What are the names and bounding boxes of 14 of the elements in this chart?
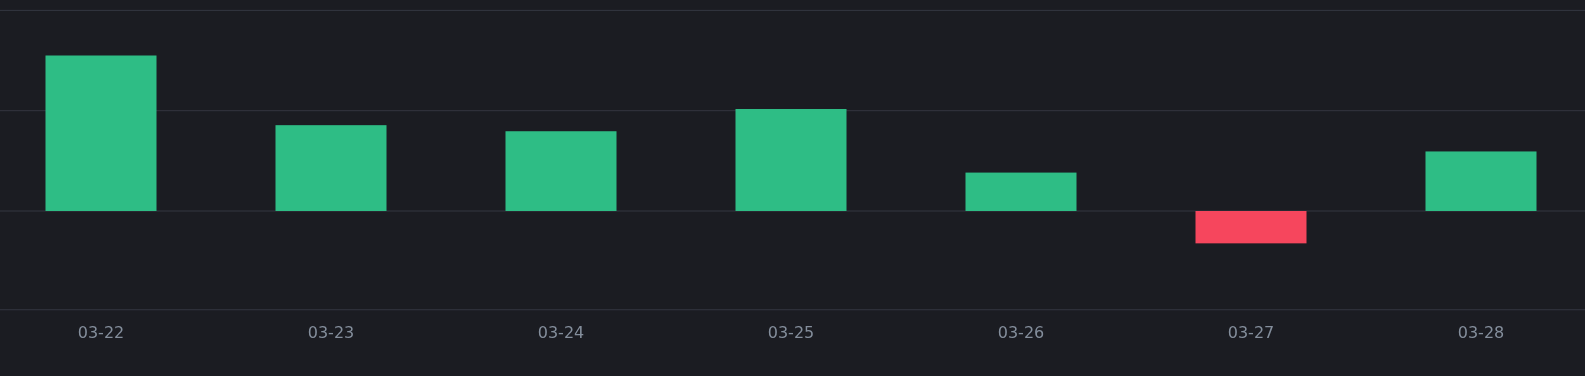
x-tick-label: 03-28 [1457,323,1505,342]
bar [1425,151,1537,211]
x-tick-label: 03-22 [77,323,125,342]
x-tick-label: 03-25 [767,323,815,342]
x-tick-label: 03-23 [307,323,355,342]
bar [275,125,387,211]
x-tick-label: 03-24 [537,323,585,342]
bar [45,55,157,211]
x-tick-label: 03-27 [1227,323,1275,342]
bar [965,172,1077,211]
bar [735,108,847,211]
bar [1195,211,1307,244]
bar [505,131,617,211]
x-tick-label: 03-26 [997,323,1045,342]
